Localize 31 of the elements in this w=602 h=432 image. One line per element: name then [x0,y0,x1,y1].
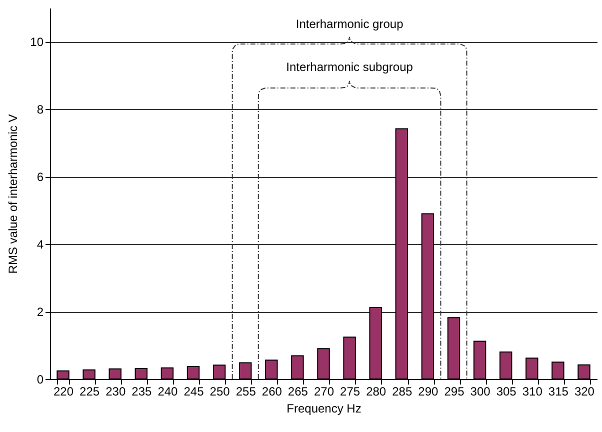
y-tick-label: 4 [36,238,44,252]
x-tick-label: 310 [522,384,543,398]
x-tick-label: 225 [80,384,100,398]
y-tick-label: 2 [36,305,44,320]
x-tick-label: 230 [106,384,126,398]
x-tick-label: 270 [314,384,334,398]
x-tick-label: 235 [132,384,152,398]
x-tick-label: 285 [392,384,412,398]
y-tick-label: 6 [36,170,44,184]
x-tick-label: 295 [444,384,465,398]
x-tick-label: 280 [366,384,386,398]
x-tick-label: 245 [184,384,204,398]
x-tick-label: 255 [236,384,256,398]
y-tick-label: 0 [36,372,44,386]
x-tick-label: 320 [574,384,595,398]
x-axis-title: Frequency Hz [286,402,362,416]
x-tick-label: 300 [470,384,491,398]
x-tick-label: 240 [158,384,178,398]
x-tick-label: 265 [288,384,308,398]
x-tick-label: 305 [496,384,517,398]
x-tick-label: 220 [54,384,74,398]
x-tick-label: 315 [548,384,569,398]
x-tick-label: 290 [418,384,439,398]
x-tick-label: 250 [210,384,230,398]
annotation: Interharmonic subgroup [286,60,414,74]
x-tick-label: 260 [262,384,282,398]
y-tick-label: 10 [30,35,44,50]
y-axis-title: RMS value of interharmonic V [6,114,20,274]
annotation: Interharmonic group [296,17,404,31]
y-tick-label: 8 [36,102,44,117]
x-tick-label: 275 [340,384,360,398]
